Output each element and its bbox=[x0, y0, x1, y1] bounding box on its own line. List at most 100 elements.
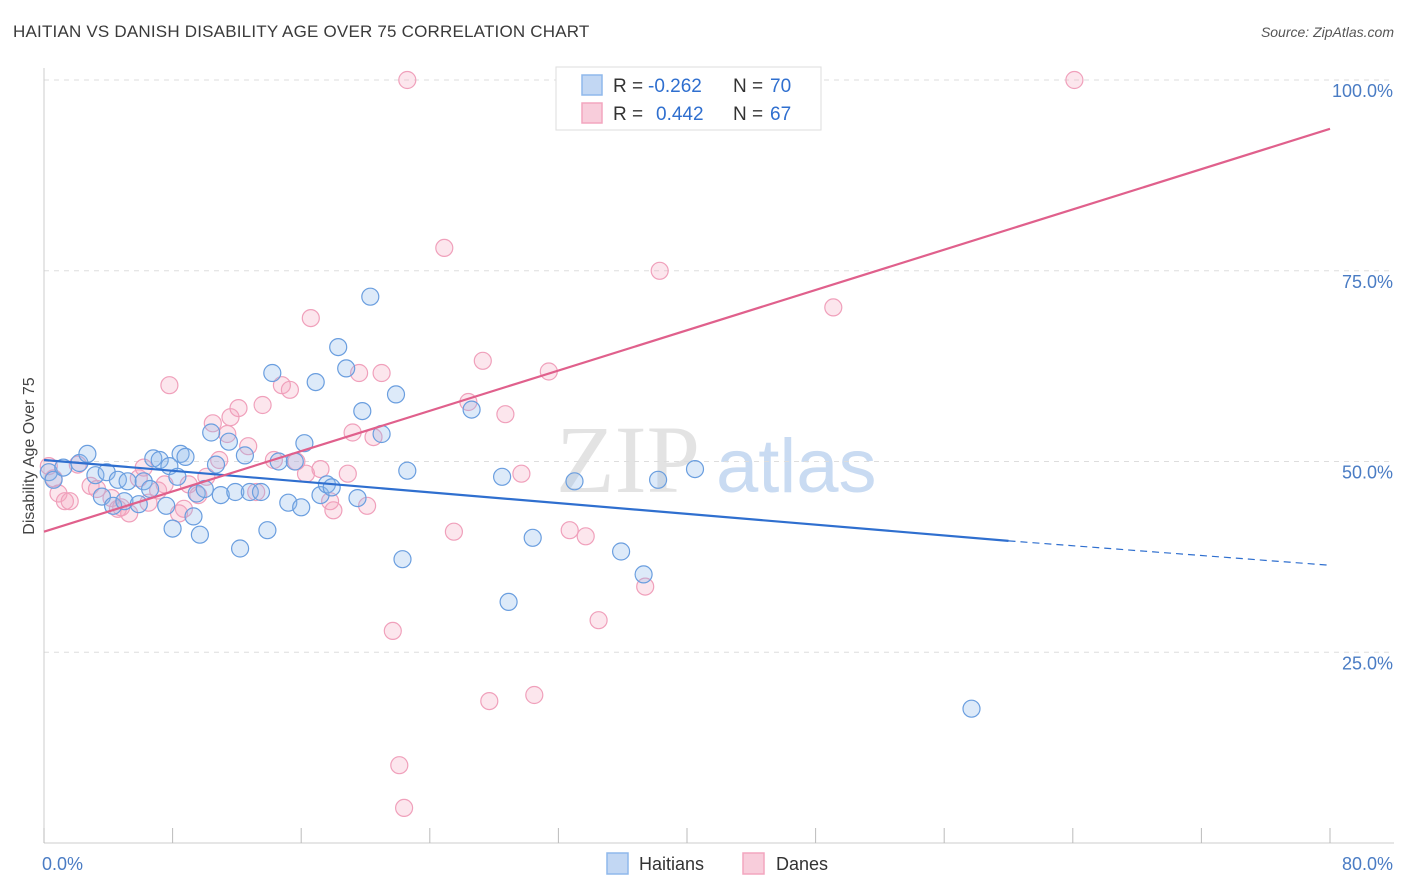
danes-point-66 bbox=[1065, 70, 1084, 90]
haitians-point-54 bbox=[393, 550, 412, 569]
haitians-point-36 bbox=[258, 521, 277, 540]
danes-point-39 bbox=[324, 501, 343, 520]
danes-point-30 bbox=[253, 395, 272, 415]
danes-point-65 bbox=[824, 298, 843, 317]
haitians-point-15 bbox=[144, 449, 163, 468]
y-tick-label-1: 50.0% bbox=[1342, 463, 1393, 483]
danes-trend-line bbox=[43, 127, 1331, 533]
legend-danes-label[interactable]: Danes bbox=[776, 854, 828, 874]
chart-title: HAITIAN VS DANISH DISABILITY AGE OVER 75… bbox=[13, 22, 590, 41]
haitians-point-51 bbox=[361, 287, 380, 306]
danes-point-17 bbox=[160, 376, 179, 395]
haitians-point-58 bbox=[499, 592, 518, 612]
haitians-point-59 bbox=[523, 528, 542, 547]
x-tick-label-min: 0.0% bbox=[42, 854, 83, 874]
danes-point-55 bbox=[496, 405, 515, 424]
stats-danes-n-label: N = bbox=[733, 104, 763, 125]
haitians-point-29 bbox=[211, 486, 230, 505]
stats-danes-n-value: 67 bbox=[770, 104, 791, 125]
haitians-point-11 bbox=[118, 472, 137, 491]
haitians-point-48 bbox=[337, 359, 356, 378]
stats-box: R = -0.262 N = 70 R = 0.442 N = 67 bbox=[555, 66, 822, 131]
danes-point-3 bbox=[55, 492, 75, 511]
legend-danes-swatch[interactable] bbox=[742, 852, 765, 875]
haitians-point-63 bbox=[648, 470, 668, 489]
haitians-point-22 bbox=[176, 447, 195, 466]
haitians-point-19 bbox=[163, 519, 182, 538]
x-tick-label-max: 80.0% bbox=[1342, 854, 1393, 874]
danes-point-56 bbox=[512, 464, 531, 483]
haitians-point-56 bbox=[462, 400, 481, 419]
danes-point-48 bbox=[395, 798, 414, 818]
legend-haitians-swatch[interactable] bbox=[606, 852, 629, 875]
haitians-point-64 bbox=[685, 460, 705, 479]
danes-point-40 bbox=[338, 464, 357, 483]
y-tick-label-2: 75.0% bbox=[1342, 272, 1393, 292]
haitians-point-14 bbox=[141, 479, 160, 499]
haitians-point-1 bbox=[44, 470, 63, 489]
haitians-point-60 bbox=[565, 472, 584, 491]
haitians-point-55 bbox=[398, 461, 417, 480]
danes-point-57 bbox=[525, 685, 544, 705]
haitians-point-57 bbox=[493, 467, 512, 486]
danes-point-46 bbox=[383, 621, 402, 641]
y-tick-label-0: 25.0% bbox=[1342, 653, 1393, 673]
haitians-point-53 bbox=[386, 385, 406, 404]
haitians-point-5 bbox=[86, 466, 105, 485]
danes-point-19 bbox=[174, 499, 193, 518]
haitians-point-35 bbox=[251, 482, 271, 502]
haitians-point-61 bbox=[611, 542, 631, 561]
haitians-point-41 bbox=[292, 498, 311, 517]
danes-point-12 bbox=[129, 469, 148, 488]
danes-point-47 bbox=[390, 756, 409, 775]
haitians-point-37 bbox=[263, 363, 282, 383]
haitians-point-27 bbox=[202, 423, 221, 442]
legend: Haitians Danes bbox=[606, 852, 828, 875]
haitians-point-25 bbox=[190, 525, 209, 544]
haitians-point-49 bbox=[348, 489, 367, 508]
haitians-points bbox=[39, 287, 981, 718]
danes-point-37 bbox=[311, 460, 330, 479]
danes-point-50 bbox=[435, 238, 454, 257]
haitians-point-21 bbox=[171, 444, 190, 463]
legend-haitians-label[interactable]: Haitians bbox=[639, 854, 704, 874]
haitians-point-16 bbox=[150, 450, 169, 470]
watermark-zip: ZIP bbox=[556, 406, 700, 513]
danes-point-45 bbox=[372, 363, 391, 383]
gridlines bbox=[44, 79, 1394, 653]
haitians-point-8 bbox=[103, 496, 123, 515]
stats-danes-r-label: R = bbox=[613, 104, 643, 125]
haitians-point-32 bbox=[231, 539, 250, 558]
y-tick-labels: 25.0% 50.0% 75.0% 100.0% bbox=[1332, 81, 1393, 673]
stats-haitians-n-value: 70 bbox=[770, 76, 791, 97]
watermark-atlas: atlas bbox=[716, 424, 877, 509]
source-credit: Source: ZipAtlas.com bbox=[1260, 24, 1394, 40]
danes-point-43 bbox=[358, 496, 377, 515]
danes-point-23 bbox=[203, 414, 222, 433]
haitians-trend-extension bbox=[1008, 540, 1331, 566]
haitians-point-31 bbox=[226, 482, 245, 502]
stats-haitians-r-value: -0.262 bbox=[648, 76, 702, 97]
danes-point-53 bbox=[473, 351, 492, 370]
stats-haitians-swatch bbox=[581, 74, 603, 96]
haitians-point-47 bbox=[329, 338, 348, 357]
haitians-point-65 bbox=[962, 699, 981, 718]
haitians-point-42 bbox=[295, 434, 314, 453]
haitians-point-28 bbox=[206, 455, 226, 474]
y-tick-label-3: 100.0% bbox=[1332, 81, 1393, 101]
stats-haitians-n-label: N = bbox=[733, 76, 763, 97]
haitians-trend-line bbox=[43, 458, 1009, 542]
stats-danes-r-value: 0.442 bbox=[656, 104, 704, 125]
trend-lines bbox=[43, 127, 1331, 566]
y-axis-label: Disability Age Over 75 bbox=[21, 377, 38, 535]
danes-point-33 bbox=[280, 380, 299, 399]
danes-point-49 bbox=[398, 70, 417, 90]
danes-point-51 bbox=[444, 522, 463, 541]
haitians-point-50 bbox=[353, 402, 372, 421]
danes-point-36 bbox=[301, 309, 320, 328]
axes bbox=[43, 68, 1394, 844]
stats-haitians-r-label: R = bbox=[613, 76, 643, 97]
haitians-point-23 bbox=[184, 507, 203, 526]
danes-point-61 bbox=[589, 611, 608, 630]
